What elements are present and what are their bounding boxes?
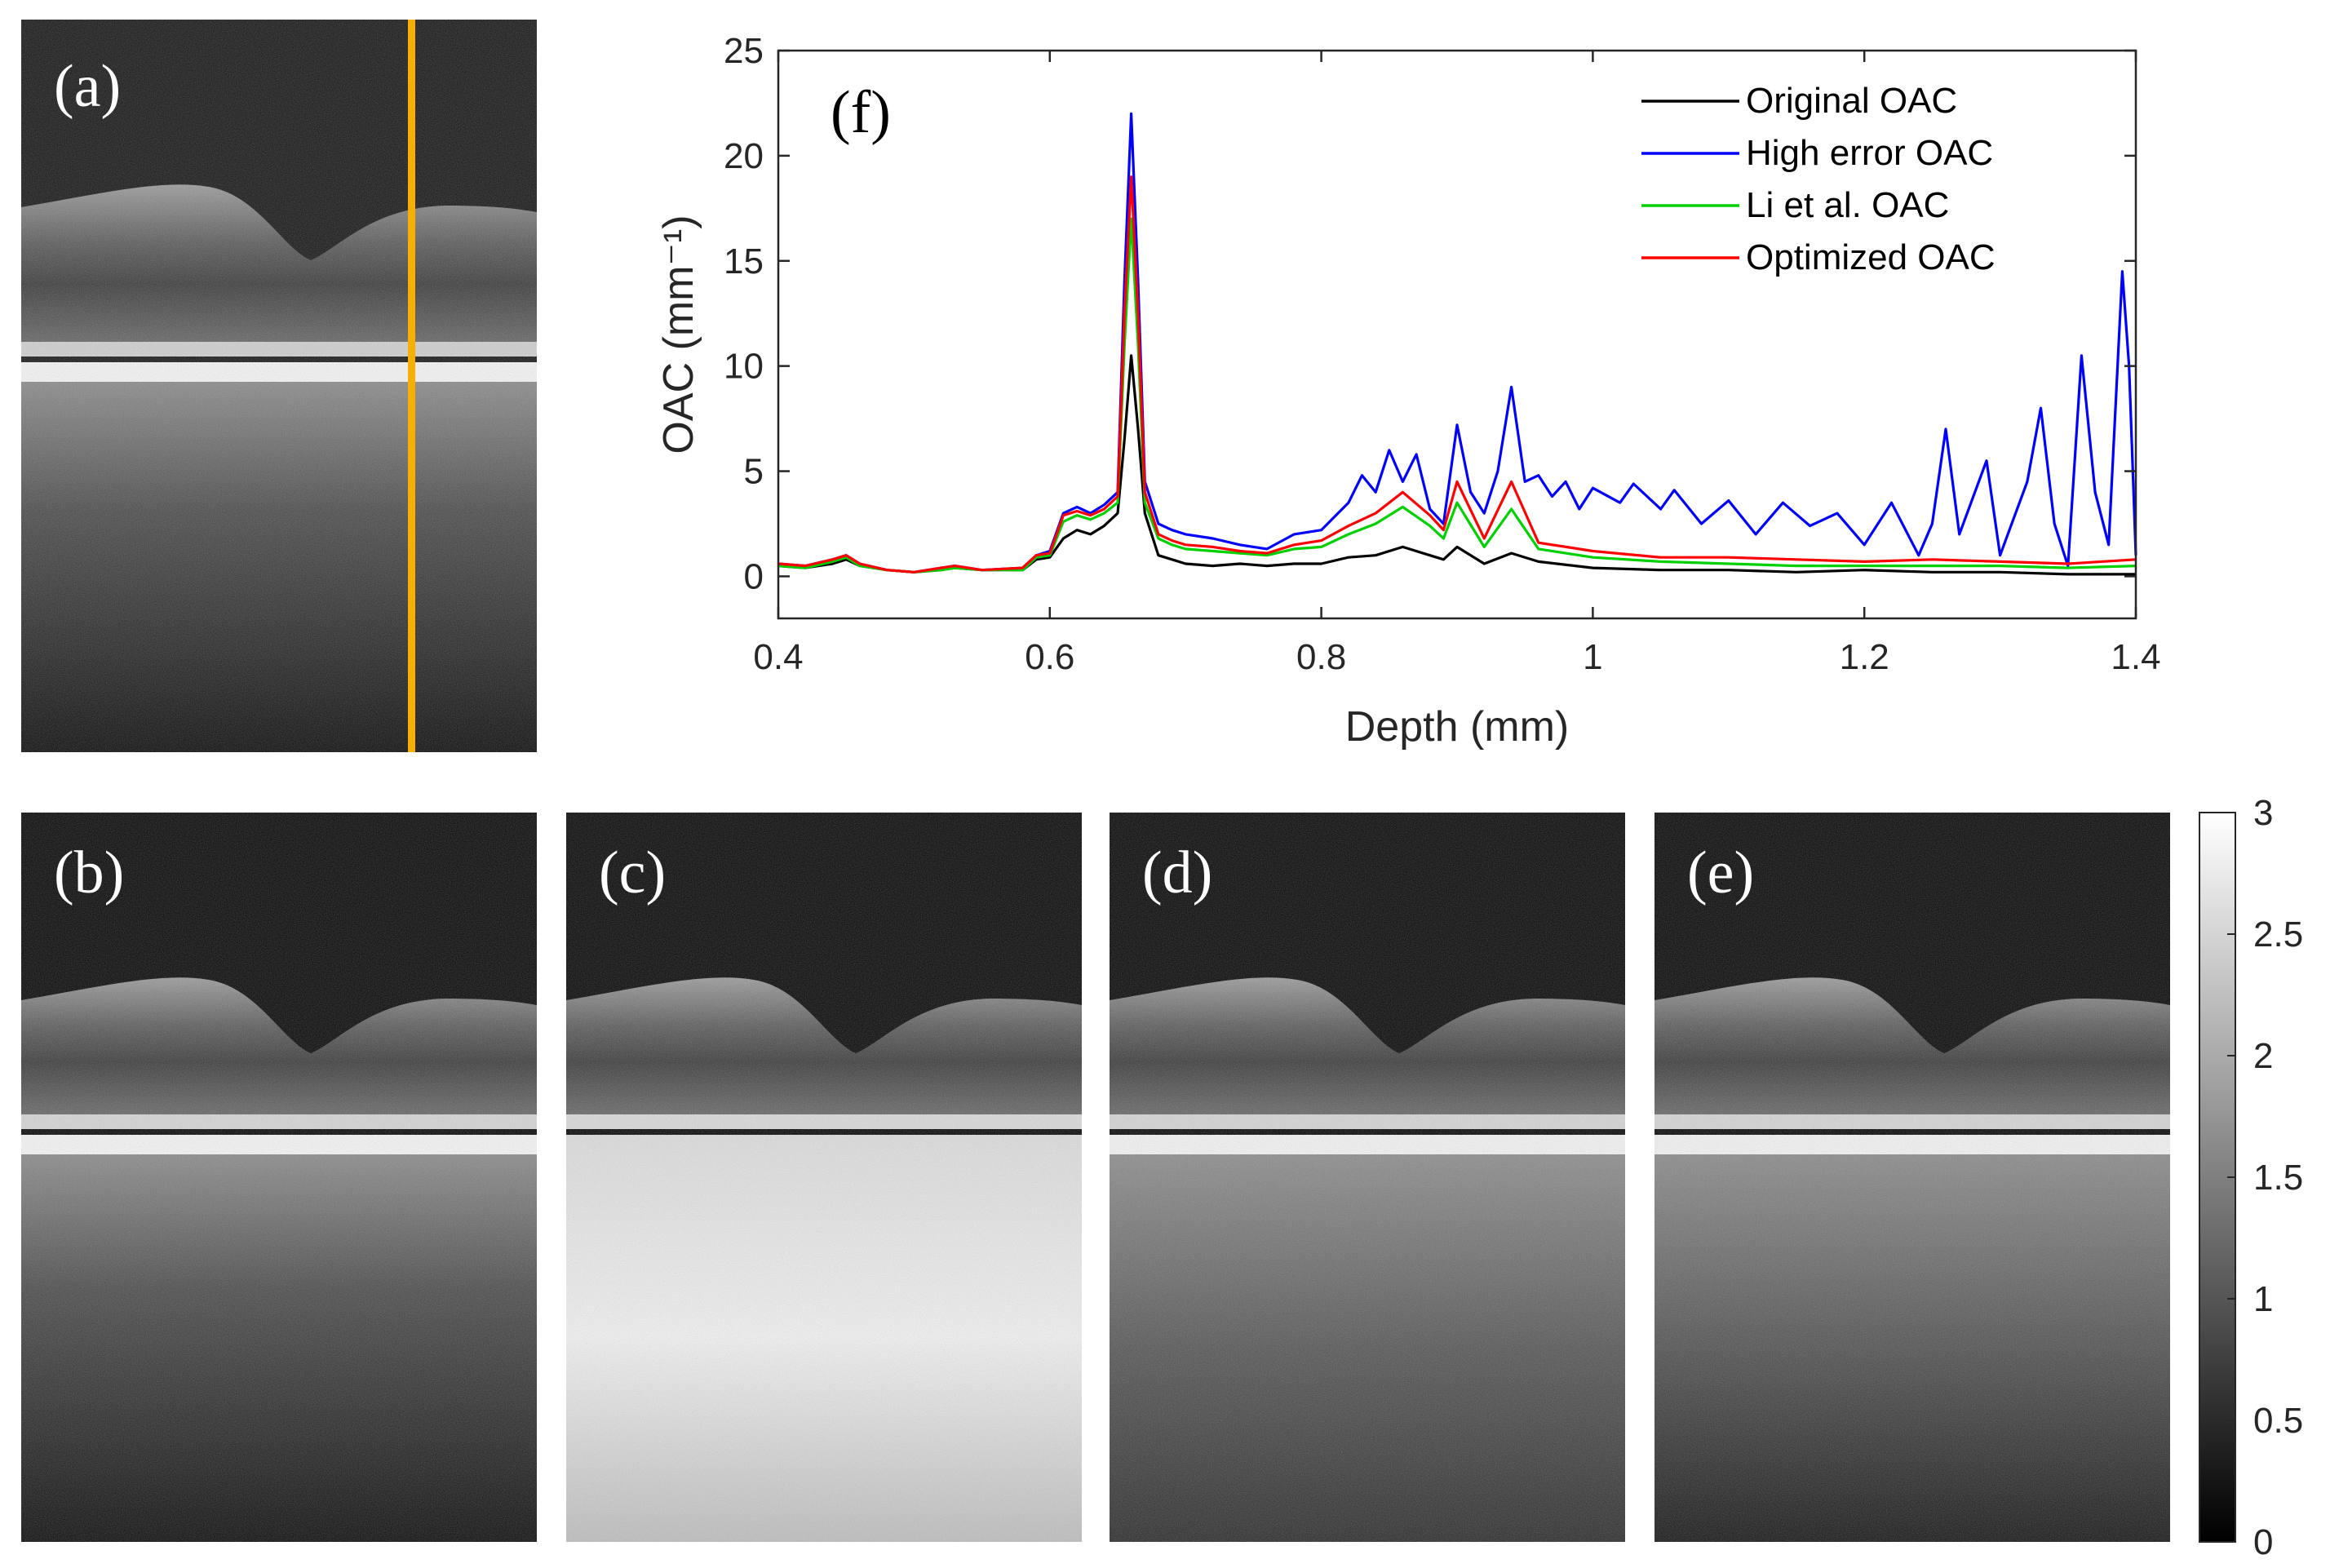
- panel-b: (b): [21, 813, 537, 1542]
- colorbar-ticks: 3 2.5 2 1.5 1 0.5 0: [2227, 793, 2303, 1562]
- colorbar-tick-label: 2: [2253, 1036, 2273, 1076]
- x-tick-label: 0.4: [753, 637, 803, 677]
- y-axis-title: OAC (mm⁻¹): [655, 215, 702, 454]
- x-tick-label: 0.6: [1025, 637, 1074, 677]
- colorbar-tick-label: 1: [2253, 1279, 2273, 1319]
- y-tick-label: 25: [724, 31, 764, 71]
- series-line-4: [777, 175, 2137, 574]
- panel-e-label: (e): [1687, 839, 1754, 906]
- panel-d: (d): [1110, 813, 1625, 1542]
- y-tick-label: 10: [724, 347, 764, 387]
- colorbar-tick-label: 1.5: [2253, 1158, 2303, 1198]
- chart-f: 0.4 0.6 0.8 1 1.2 1.4 0 5 10 15 20 25 Depth (mm) O…: [655, 31, 2161, 751]
- x-axis-title: Depth (mm): [1345, 703, 1569, 751]
- a-scan-marker-line: [408, 20, 415, 752]
- panel-d-label: (d): [1142, 839, 1212, 906]
- legend-label: Original OAC: [1746, 81, 1957, 121]
- y-tick-label: 0: [744, 556, 764, 596]
- y-tick-label: 20: [724, 136, 764, 176]
- colorbar-tick-label: 2.5: [2253, 915, 2303, 955]
- legend: Original OAC High error OAC Li et al. OAC O…: [1641, 81, 1996, 277]
- colorbar: 3 2.5 2 1.5 1 0.5 0: [2199, 793, 2303, 1562]
- series-layer: [777, 112, 2137, 576]
- legend-label: Li et al. OAC: [1746, 185, 1949, 225]
- plot-frame: [777, 49, 2137, 620]
- panel-e: (e): [1654, 813, 2170, 1542]
- panel-b-label: (b): [54, 839, 124, 906]
- x-axis-ticks: 0.4 0.6 0.8 1 1.2 1.4: [753, 51, 2161, 677]
- x-tick-label: 1: [1583, 637, 1602, 677]
- legend-label: Optimized OAC: [1746, 237, 1996, 277]
- series-line-3: [777, 217, 2137, 574]
- panel-c-label: (c): [599, 839, 666, 906]
- panel-c: (c): [566, 813, 1082, 1542]
- panel-a: (a): [21, 20, 537, 752]
- x-tick-label: 0.8: [1296, 637, 1346, 677]
- y-axis-ticks: 0 5 10 15 20 25: [724, 31, 2136, 596]
- colorbar-tick-label: 3: [2253, 793, 2273, 833]
- y-tick-label: 5: [744, 452, 764, 492]
- panel-f-label: (f): [831, 79, 891, 146]
- y-tick-label: 15: [724, 241, 764, 281]
- legend-label: High error OAC: [1746, 133, 1993, 173]
- colorbar-tick-label: 0.5: [2253, 1401, 2303, 1441]
- plot-area: [778, 51, 2136, 618]
- panel-a-label: (a): [54, 53, 121, 120]
- x-tick-label: 1.4: [2111, 637, 2160, 677]
- x-tick-label: 1.2: [1840, 637, 1889, 677]
- colorbar-tick-label: 0: [2253, 1522, 2273, 1562]
